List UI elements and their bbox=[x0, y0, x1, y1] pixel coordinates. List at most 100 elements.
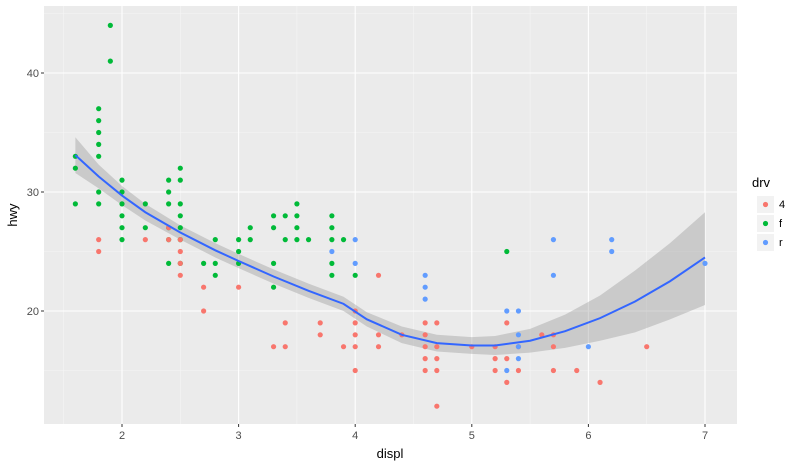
smooth-line bbox=[74, 154, 706, 347]
y-axis: 20 30 40 bbox=[27, 68, 44, 318]
data-point-4 bbox=[434, 403, 440, 409]
data-point-f bbox=[177, 225, 183, 231]
data-point-4 bbox=[142, 237, 148, 243]
data-point-f bbox=[352, 272, 358, 278]
data-point-4 bbox=[434, 320, 440, 326]
data-point-f bbox=[119, 177, 125, 183]
data-point-4 bbox=[434, 367, 440, 374]
data-point-f bbox=[166, 177, 172, 183]
legend: drv 4 fr bbox=[752, 175, 785, 251]
data-point-f bbox=[119, 237, 125, 243]
y-axis-label: hwy bbox=[5, 203, 20, 227]
data-point-f bbox=[305, 237, 312, 243]
data-point-f bbox=[72, 201, 78, 207]
data-point-4 bbox=[422, 356, 428, 362]
data-point-f bbox=[119, 225, 125, 231]
data-points bbox=[72, 22, 708, 409]
data-point-4 bbox=[434, 356, 440, 362]
data-point-4 bbox=[236, 284, 242, 290]
data-point-f bbox=[294, 237, 300, 243]
data-point-f bbox=[294, 225, 300, 231]
data-point-r bbox=[422, 272, 428, 278]
data-point-4 bbox=[422, 332, 428, 338]
data-point-f bbox=[329, 260, 335, 266]
data-point-r bbox=[422, 284, 428, 290]
data-point-r bbox=[609, 237, 615, 243]
data-point-f bbox=[96, 118, 102, 124]
data-point-f bbox=[270, 213, 277, 219]
data-point-4 bbox=[177, 248, 183, 255]
data-point-f bbox=[96, 106, 102, 112]
x-tick-label: 3 bbox=[236, 430, 242, 442]
data-point-f bbox=[247, 225, 253, 231]
data-point-r bbox=[515, 332, 522, 338]
data-point-4 bbox=[177, 237, 183, 243]
data-point-4 bbox=[422, 367, 428, 374]
data-point-f bbox=[96, 153, 102, 159]
data-point-f bbox=[212, 237, 218, 243]
data-point-4 bbox=[492, 367, 498, 374]
data-point-4 bbox=[96, 248, 102, 255]
data-point-r bbox=[609, 248, 615, 255]
data-point-f bbox=[119, 201, 125, 207]
legend-label: 4 bbox=[779, 199, 785, 211]
data-point-f bbox=[177, 177, 183, 183]
data-point-r bbox=[585, 344, 592, 350]
data-point-r bbox=[550, 272, 557, 278]
data-point-4 bbox=[177, 260, 183, 266]
data-point-r bbox=[329, 248, 335, 255]
x-tick-label: 7 bbox=[702, 430, 708, 442]
data-point-f bbox=[212, 272, 218, 278]
data-point-f bbox=[96, 201, 102, 207]
data-point-f bbox=[166, 189, 172, 195]
data-point-r bbox=[515, 308, 522, 314]
data-point-f bbox=[282, 237, 288, 243]
data-point-4 bbox=[352, 367, 358, 374]
smooth-confidence-ribbon bbox=[75, 137, 706, 356]
data-point-4 bbox=[550, 344, 557, 350]
data-point-f bbox=[329, 237, 335, 243]
data-point-4 bbox=[317, 332, 323, 338]
data-point-f bbox=[329, 272, 335, 278]
data-point-4 bbox=[352, 320, 358, 326]
legend-label: f bbox=[779, 218, 783, 230]
data-point-r bbox=[504, 367, 510, 374]
x-tick-label: 2 bbox=[119, 430, 125, 442]
x-axis: 2 3 4 5 6 7 bbox=[119, 424, 708, 442]
data-point-f bbox=[177, 213, 183, 219]
data-point-f bbox=[119, 213, 125, 219]
data-point-4 bbox=[504, 320, 510, 326]
data-point-f bbox=[329, 213, 335, 219]
data-point-f bbox=[282, 213, 288, 219]
x-tick-label: 6 bbox=[585, 430, 591, 442]
data-point-f bbox=[236, 237, 242, 243]
data-point-f bbox=[142, 201, 148, 207]
data-point-r bbox=[504, 308, 510, 314]
data-point-f bbox=[212, 260, 218, 266]
data-point-f bbox=[270, 260, 277, 266]
data-point-4 bbox=[597, 379, 603, 385]
data-point-f bbox=[294, 213, 300, 219]
legend-key-r-icon bbox=[762, 239, 769, 246]
data-point-4 bbox=[282, 344, 288, 350]
data-point-4 bbox=[96, 237, 102, 243]
x-tick-label: 4 bbox=[352, 430, 358, 442]
data-point-f bbox=[107, 58, 113, 64]
x-tick-label: 5 bbox=[469, 430, 475, 442]
data-point-r bbox=[515, 356, 522, 362]
data-point-r bbox=[352, 260, 358, 266]
y-tick-label: 30 bbox=[27, 187, 39, 199]
data-point-4 bbox=[422, 344, 428, 350]
data-point-f bbox=[96, 189, 102, 195]
data-point-4 bbox=[270, 344, 277, 350]
data-point-f bbox=[236, 248, 242, 255]
data-point-r bbox=[422, 296, 428, 302]
data-point-r bbox=[550, 237, 557, 243]
data-point-4 bbox=[644, 344, 650, 350]
data-point-f bbox=[270, 225, 277, 231]
data-point-f bbox=[142, 225, 148, 231]
data-point-4 bbox=[574, 367, 580, 374]
data-point-f bbox=[96, 141, 102, 147]
y-tick-label: 20 bbox=[27, 306, 39, 318]
